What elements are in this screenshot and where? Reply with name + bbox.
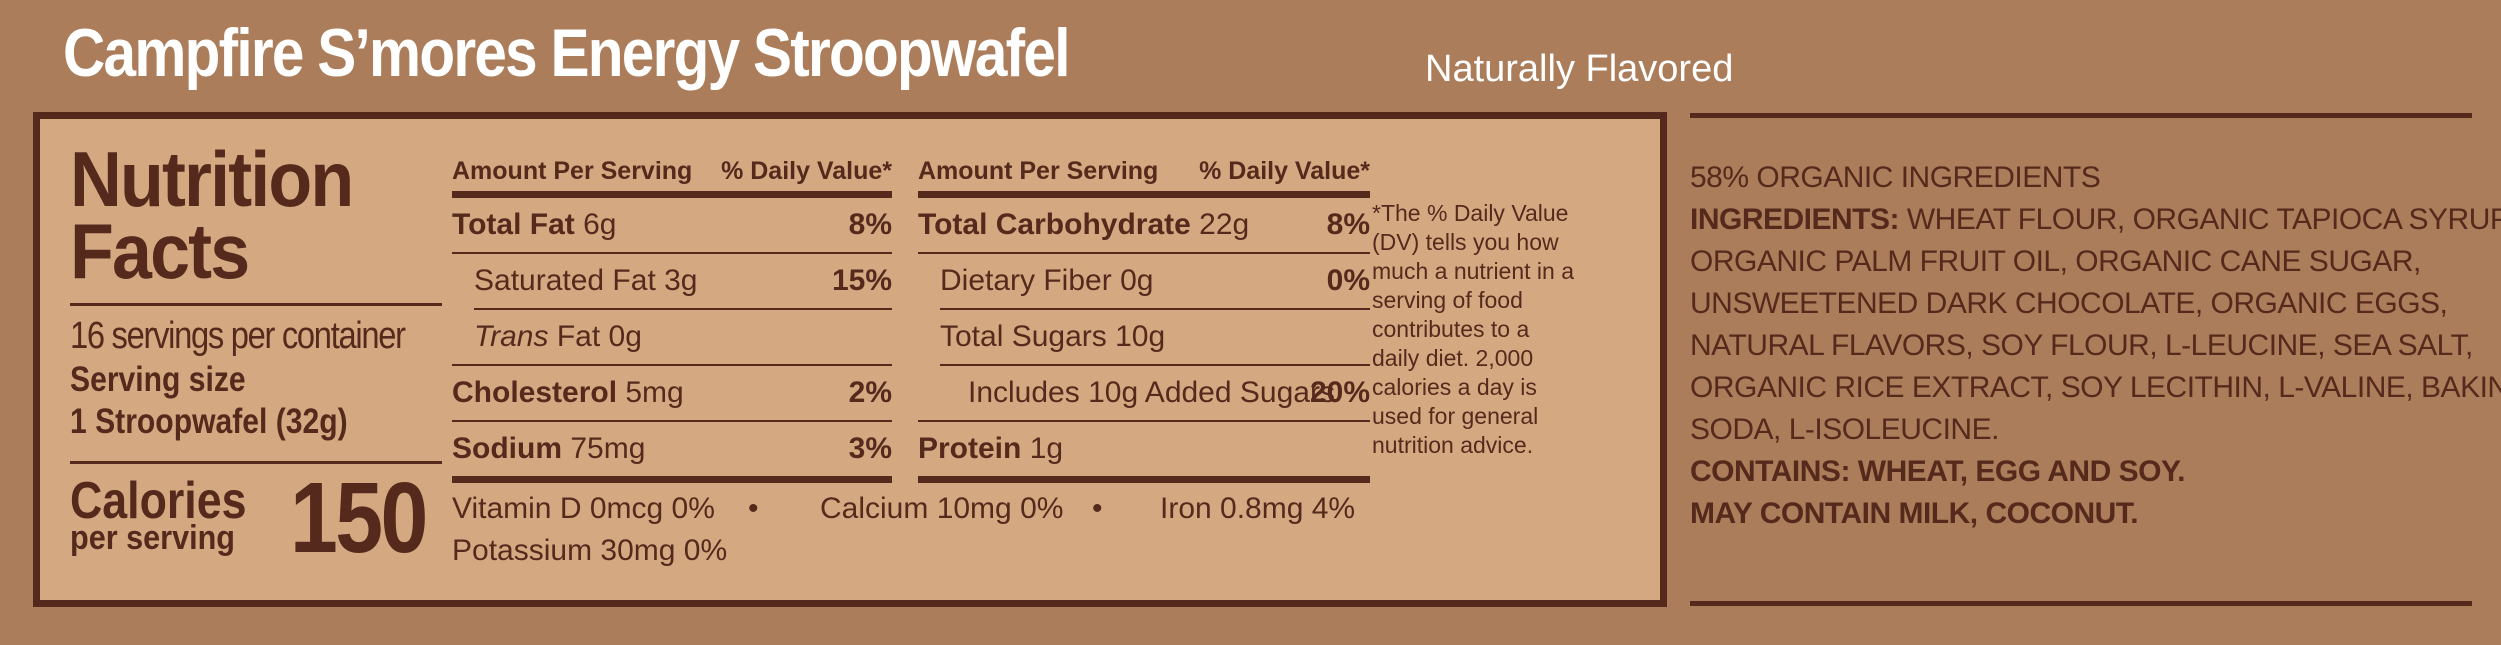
daily-value-footnote: *The % Daily Value (DV) tells you how mu…: [1372, 200, 1575, 458]
nutrient-row-total-carbohydrate: Total Carbohydrate 22g 8%: [918, 198, 1370, 252]
divider: [918, 420, 1370, 422]
nutrient-amount: 0g: [1120, 264, 1154, 297]
divider: [940, 308, 1370, 310]
divider: [452, 252, 892, 254]
nutrient-amount: 75mg: [570, 432, 646, 465]
nutrient-name: Cholesterol: [452, 376, 618, 409]
calories-value: 150: [290, 462, 428, 574]
ingredients-line: UNSWEETENED DARK CHOCOLATE, ORGANIC EGGS…: [1690, 287, 2448, 320]
nutrient-amount: 22g: [1199, 208, 1250, 241]
ingredients-text: WHEAT FLOUR, ORGANIC TAPIOCA SYRUP,: [1899, 203, 2501, 236]
thick-divider: [452, 476, 892, 483]
nutrient-row-protein: Protein 1g: [918, 422, 1370, 476]
nutrient-dv: 8%: [848, 208, 892, 241]
nutrient-dv: 20%: [1309, 376, 1370, 409]
nutrient-name: Saturated Fat: [474, 264, 656, 297]
serving-size-value: 1 Stroopwafel (32g): [70, 402, 348, 441]
allergen-may-contain: MAY CONTAIN MILK, COCONUT.: [1690, 493, 2490, 535]
daily-value-header: % Daily Value*: [721, 157, 892, 185]
ingredients-bottom-rule: [1690, 601, 2472, 606]
potassium: Potassium 30mg 0%: [452, 534, 728, 567]
nutrient-dv: 3%: [848, 432, 892, 465]
allergen-contains: CONTAINS: WHEAT, EGG AND SOY.: [1690, 451, 2490, 493]
divider: [70, 461, 442, 464]
ingredients-line: INGREDIENTS: WHEAT FLOUR, ORGANIC TAPIOC…: [1690, 199, 2501, 241]
heading-line-1: Nutrition: [70, 135, 354, 223]
nutrient-amount: 3g: [664, 264, 698, 297]
nutrient-name: Fat: [556, 320, 601, 353]
column-header: Amount Per Serving % Daily Value*: [918, 155, 1370, 191]
nutrient-dv: 15%: [831, 264, 892, 297]
nutrient-row-saturated-fat: Saturated Fat 3g 15%: [452, 254, 892, 308]
divider: [940, 364, 1370, 366]
column-header: Amount Per Serving % Daily Value*: [452, 155, 892, 191]
nutrient-row-trans-fat: Trans Fat 0g: [452, 310, 892, 364]
daily-value-header: % Daily Value*: [1199, 157, 1370, 185]
nutrient-row-dietary-fiber: Dietary Fiber 0g 0%: [918, 254, 1370, 308]
product-name: Campfire S’mores Energy Stroopwafel: [63, 15, 1070, 91]
nutrient-row-total-sugars: Total Sugars 10g: [918, 310, 1370, 364]
contains-text: CONTAINS: WHEAT, EGG AND SOY.: [1690, 455, 2185, 488]
thick-divider: [918, 476, 1370, 483]
servings-per-container: 16 servings per container: [70, 315, 406, 357]
ingredients-line: SODA, L-ISOLEUCINE.: [1690, 413, 1999, 446]
nutrient-row-total-fat: Total Fat 6g 8%: [452, 198, 892, 252]
nutrient-dv: 0%: [1326, 264, 1370, 297]
calories-sublabel: per serving: [70, 519, 235, 557]
flavor-note: Naturally Flavored: [1425, 48, 1734, 90]
nutrient-amount: 10g: [1115, 320, 1166, 353]
thick-divider: [918, 191, 1370, 198]
ingredients-line: NATURAL FLAVORS, SOY FLOUR, L-LEUCINE, S…: [1690, 329, 2473, 362]
divider: [70, 303, 442, 306]
nutrient-amount: 1g: [1029, 432, 1064, 465]
ingredients-top-rule: [1690, 113, 2472, 118]
divider: [474, 308, 892, 310]
may-contain-text: MAY CONTAIN MILK, COCONUT.: [1690, 497, 2139, 530]
amount-header: Amount Per Serving: [918, 157, 1159, 185]
product-title: Campfire S’mores Energy Stroopwafel Natu…: [63, 14, 1733, 92]
serving-size-label: Serving size: [70, 360, 246, 399]
nutrient-column-right: Amount Per Serving % Daily Value* Total …: [918, 155, 1370, 483]
ingredients-label: INGREDIENTS:: [1690, 203, 1900, 236]
nutrient-row-added-sugars: Includes 10g Added Sugars 20%: [918, 366, 1370, 420]
nutrient-dv: 2%: [848, 376, 892, 409]
heading-line-2: Facts: [70, 207, 250, 295]
nutrition-facts-panel: Nutrition Facts 16 servings per containe…: [33, 112, 1667, 607]
calories-label: Calories: [70, 472, 247, 530]
divider: [918, 252, 1370, 254]
nutrient-amount: 5mg: [625, 376, 684, 409]
ingredients-block: 58% ORGANIC INGREDIENTS INGREDIENTS: WHE…: [1690, 157, 2501, 535]
nutrient-name: Includes 10g Added Sugars: [968, 376, 1335, 409]
thick-divider: [452, 191, 892, 198]
iron: Iron 0.8mg 4%: [1160, 492, 1356, 525]
bullet-separator: •: [1092, 492, 1103, 525]
nutrient-name: Total Sugars: [940, 320, 1107, 353]
nutrient-name: Total Fat: [452, 208, 575, 241]
nutrient-row-cholesterol: Cholesterol 5mg 2%: [452, 366, 892, 420]
amount-header: Amount Per Serving: [452, 157, 693, 185]
serving-size: Serving size 1 Stroopwafel (32g): [70, 359, 348, 443]
nutrient-name: Dietary Fiber: [940, 264, 1112, 297]
ingredients-line: ORGANIC PALM FRUIT OIL, ORGANIC CANE SUG…: [1690, 245, 2421, 278]
bullet-separator: •: [748, 492, 759, 525]
nutrition-facts-heading: Nutrition Facts: [70, 135, 354, 295]
nutrient-name: Total Carbohydrate: [918, 208, 1191, 241]
calcium: Calcium 10mg 0%: [820, 492, 1064, 525]
nutrient-amount: 0g: [608, 320, 642, 353]
nutrient-name-italic: Trans: [474, 320, 549, 353]
nutrient-dv: 8%: [1326, 208, 1370, 241]
divider: [452, 364, 892, 366]
nutrient-name: Protein: [918, 432, 1022, 465]
nutrient-column-left: Amount Per Serving % Daily Value* Total …: [452, 155, 892, 483]
divider: [452, 420, 892, 422]
nutrient-amount: 6g: [583, 208, 617, 241]
nutrient-name: Sodium: [452, 432, 562, 465]
nutrient-row-sodium: Sodium 75mg 3%: [452, 422, 892, 476]
ingredients-line: ORGANIC RICE EXTRACT, SOY LECITHIN, L-VA…: [1690, 371, 2501, 404]
organic-percent: 58% ORGANIC INGREDIENTS: [1690, 161, 2101, 194]
vitamin-d: Vitamin D 0mcg 0%: [452, 492, 715, 525]
